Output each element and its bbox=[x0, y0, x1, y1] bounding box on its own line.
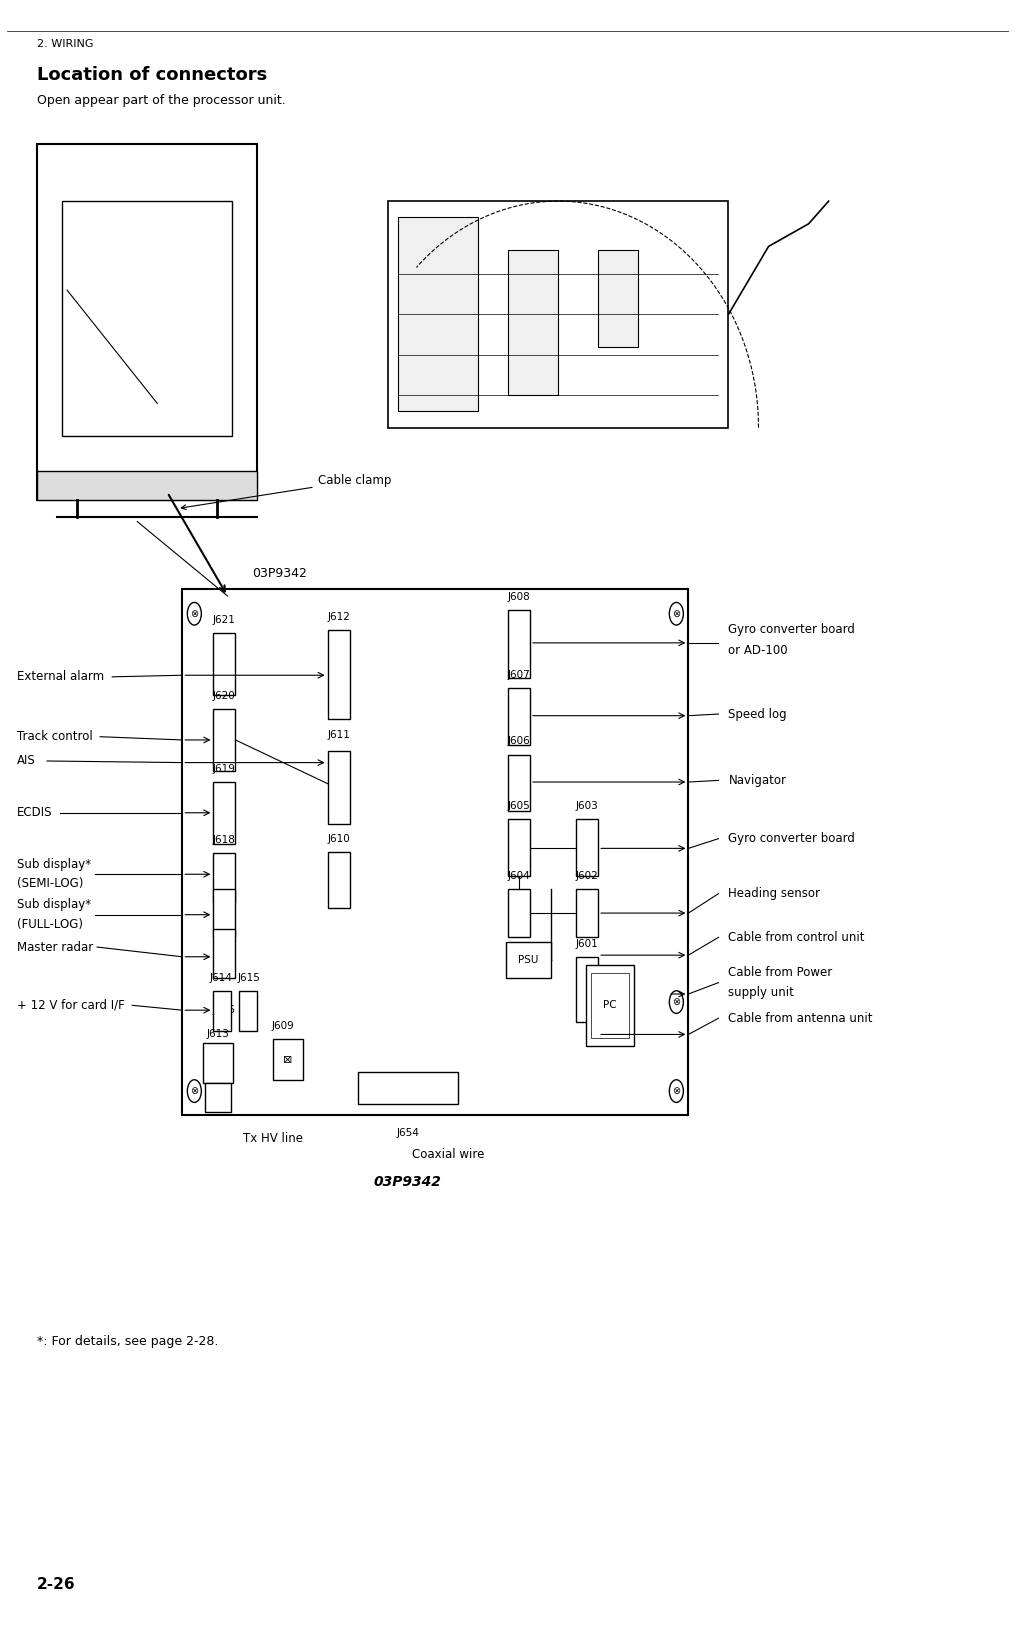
Text: J607: J607 bbox=[508, 671, 530, 681]
Text: J603: J603 bbox=[576, 801, 598, 811]
Text: J614: J614 bbox=[210, 973, 233, 982]
Text: PC: PC bbox=[604, 1000, 617, 1010]
Text: Navigator: Navigator bbox=[728, 774, 786, 787]
Bar bbox=[508, 250, 558, 395]
Text: J611: J611 bbox=[327, 730, 351, 739]
Bar bbox=[62, 201, 233, 436]
Text: Cable from Power: Cable from Power bbox=[728, 966, 833, 979]
Text: J608: J608 bbox=[508, 592, 530, 602]
Bar bbox=[213, 991, 232, 1031]
Text: 2-26: 2-26 bbox=[37, 1577, 75, 1593]
Text: (SEMI-LOG): (SEMI-LOG) bbox=[17, 878, 83, 891]
Text: J602: J602 bbox=[576, 871, 598, 881]
Bar bbox=[327, 630, 350, 720]
Text: ⊗: ⊗ bbox=[673, 609, 681, 619]
Bar bbox=[205, 1084, 232, 1111]
Bar bbox=[508, 610, 530, 679]
Bar bbox=[203, 1043, 234, 1084]
Bar bbox=[213, 782, 236, 844]
Bar bbox=[213, 889, 236, 937]
Bar bbox=[272, 1040, 303, 1080]
Text: Track control: Track control bbox=[17, 730, 92, 743]
Text: ⊗: ⊗ bbox=[673, 997, 681, 1007]
Text: (FULL-LOG): (FULL-LOG) bbox=[17, 917, 83, 930]
Text: Speed log: Speed log bbox=[728, 708, 787, 721]
Text: Sub display*: Sub display* bbox=[17, 858, 91, 871]
Text: Tx HV line: Tx HV line bbox=[243, 1131, 303, 1144]
Bar bbox=[508, 819, 530, 876]
Bar bbox=[37, 145, 257, 501]
Text: J620: J620 bbox=[213, 690, 236, 702]
Bar bbox=[37, 472, 257, 501]
Text: or AD-100: or AD-100 bbox=[728, 645, 788, 658]
Text: ⊗: ⊗ bbox=[673, 1085, 681, 1097]
Text: ⊗: ⊗ bbox=[190, 609, 198, 619]
Text: *: For details, see page 2-28.: *: For details, see page 2-28. bbox=[37, 1335, 218, 1348]
Text: 2. WIRING: 2. WIRING bbox=[37, 39, 93, 49]
Text: AIS: AIS bbox=[17, 754, 36, 767]
Text: J654: J654 bbox=[396, 1128, 420, 1138]
Bar bbox=[182, 589, 689, 1115]
Bar bbox=[213, 854, 236, 902]
Text: J619: J619 bbox=[213, 764, 236, 774]
Bar bbox=[327, 751, 350, 824]
Bar bbox=[576, 819, 598, 876]
Bar bbox=[358, 1072, 458, 1103]
Text: + 12 V for card I/F: + 12 V for card I/F bbox=[17, 999, 125, 1012]
Text: PSU: PSU bbox=[518, 955, 538, 965]
Text: ECDIS: ECDIS bbox=[17, 806, 53, 819]
Bar bbox=[213, 710, 236, 770]
Bar bbox=[576, 889, 598, 937]
Text: J610: J610 bbox=[327, 834, 351, 844]
Text: J606: J606 bbox=[508, 736, 530, 746]
Bar bbox=[586, 965, 634, 1046]
Text: 03P9342: 03P9342 bbox=[252, 566, 307, 579]
Text: Cable from antenna unit: Cable from antenna unit bbox=[728, 1012, 873, 1025]
Text: J612: J612 bbox=[327, 612, 351, 622]
Text: J616: J616 bbox=[213, 1005, 236, 1015]
Text: Location of connectors: Location of connectors bbox=[37, 65, 267, 83]
Text: Coaxial wire: Coaxial wire bbox=[411, 1147, 484, 1160]
Bar bbox=[388, 201, 728, 428]
Text: J613: J613 bbox=[207, 1030, 230, 1040]
Text: J615: J615 bbox=[238, 973, 261, 982]
Bar bbox=[508, 754, 530, 811]
Text: 03P9342: 03P9342 bbox=[374, 1175, 442, 1190]
Bar bbox=[508, 889, 530, 937]
Text: J618: J618 bbox=[213, 836, 236, 845]
Bar bbox=[240, 991, 257, 1031]
Bar bbox=[598, 250, 638, 346]
Bar bbox=[213, 929, 236, 978]
Text: Gyro converter board: Gyro converter board bbox=[728, 832, 855, 845]
Bar bbox=[508, 689, 530, 744]
Text: Heading sensor: Heading sensor bbox=[728, 888, 821, 901]
Text: ⊗: ⊗ bbox=[190, 1085, 198, 1097]
Bar bbox=[506, 942, 551, 978]
Bar bbox=[576, 956, 598, 1022]
Text: Open appear part of the processor unit.: Open appear part of the processor unit. bbox=[37, 95, 285, 108]
Text: Master radar: Master radar bbox=[17, 940, 93, 953]
Text: ⊠: ⊠ bbox=[282, 1056, 293, 1066]
Bar bbox=[398, 217, 478, 411]
Text: Sub display*: Sub display* bbox=[17, 899, 91, 912]
Text: J609: J609 bbox=[271, 1022, 294, 1031]
Text: External alarm: External alarm bbox=[17, 671, 104, 684]
Text: J605: J605 bbox=[508, 801, 530, 811]
Text: Cable from control unit: Cable from control unit bbox=[728, 930, 865, 943]
Text: J617: J617 bbox=[213, 965, 236, 974]
Text: J621: J621 bbox=[213, 615, 236, 625]
Bar bbox=[327, 852, 350, 909]
Text: J601: J601 bbox=[576, 938, 598, 948]
Text: J604: J604 bbox=[508, 871, 530, 881]
Bar bbox=[591, 973, 629, 1038]
Text: Cable clamp: Cable clamp bbox=[181, 475, 391, 509]
Text: supply unit: supply unit bbox=[728, 986, 795, 999]
Text: Gyro converter board: Gyro converter board bbox=[728, 623, 855, 636]
Bar bbox=[213, 633, 236, 695]
